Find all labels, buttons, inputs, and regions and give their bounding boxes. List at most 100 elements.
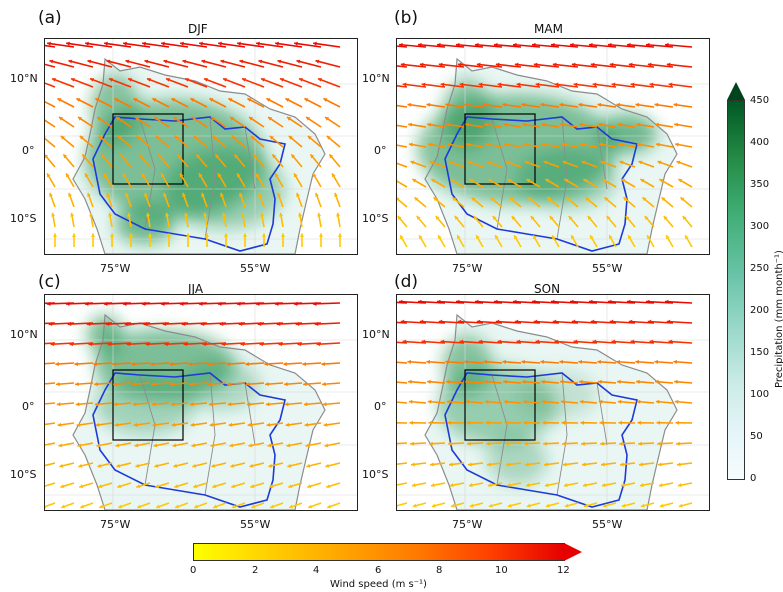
wind-vector-head — [468, 483, 473, 488]
wind-vector-head — [469, 503, 474, 508]
wind-vector-head — [104, 41, 108, 46]
wind-vector-head — [543, 441, 547, 446]
wind-vector — [611, 340, 636, 344]
wind-vector-head — [171, 422, 176, 427]
wind-vector-head — [579, 122, 584, 127]
wind-vector-head — [409, 420, 413, 425]
wind-vector-head — [533, 235, 537, 240]
wind-vector-head — [431, 179, 436, 183]
wind-vector — [397, 341, 408, 344]
wind-vector-head — [113, 382, 117, 387]
wind-vector-head — [90, 77, 94, 82]
wind-vector-head — [579, 379, 583, 384]
wind-vector-head — [256, 173, 260, 178]
wind-vector — [240, 342, 265, 346]
wind-vector — [45, 402, 56, 405]
wind-vector-head — [266, 422, 271, 427]
wind-vector-head — [47, 173, 51, 178]
wind-vector-head — [120, 154, 125, 159]
wind-vector — [222, 77, 246, 88]
wind-vector-head — [606, 216, 611, 220]
wind-tick-12: 12 — [557, 565, 570, 576]
wind-vector — [45, 442, 56, 446]
wind-vector-head — [635, 359, 639, 364]
panel-d-map — [396, 294, 710, 511]
wind-vector-head — [272, 154, 277, 159]
wind-vector — [397, 442, 408, 445]
wind-vector-head — [146, 212, 151, 217]
wind-vector — [397, 144, 408, 148]
wind-vector-head — [505, 160, 510, 165]
wind-vector-head — [511, 216, 516, 220]
wind-vector-head — [226, 361, 230, 367]
wind-vector — [294, 42, 322, 48]
wind-vector-head — [229, 443, 234, 448]
wind-vector-head — [60, 135, 65, 140]
wind-vector-head — [277, 192, 281, 197]
wind-tick-2: 2 — [252, 565, 259, 576]
wind-vector-head — [246, 402, 251, 407]
wind-vector-head — [218, 41, 222, 46]
wind-vector-head — [657, 160, 662, 165]
wind-vector-head — [326, 135, 331, 140]
wind-vector-head — [105, 321, 110, 327]
wind-vector-head — [469, 179, 474, 183]
wind-vector — [165, 77, 189, 88]
wind-vector-head — [598, 122, 603, 127]
wind-vector-head — [504, 142, 508, 147]
wind-vector-head — [474, 299, 479, 304]
wind-vector-head — [98, 135, 103, 140]
wind-vector-head — [583, 503, 588, 508]
wind-vector-head — [332, 173, 336, 178]
wind-vector-head — [106, 59, 111, 64]
wind-vector-head — [468, 462, 472, 467]
wind-vector-head — [419, 62, 424, 67]
wind-vector — [440, 83, 465, 88]
wind-vector-head — [581, 160, 586, 165]
wind-vector-head — [261, 77, 265, 82]
wind-vector-head — [551, 42, 555, 47]
wind-vector-head — [286, 443, 291, 448]
wind-vector — [592, 83, 617, 88]
wind-vector-head — [559, 359, 563, 364]
wind-vector — [457, 63, 484, 68]
wind-vector-head — [590, 62, 595, 67]
wind-vector-head — [153, 443, 158, 448]
wind-vector — [315, 59, 341, 68]
wind-vector-head — [307, 135, 312, 140]
wind-vector-head — [647, 235, 651, 240]
wind-vector-head — [504, 420, 508, 425]
wind-vector-head — [184, 212, 189, 217]
wind-vector — [459, 340, 484, 344]
wind-vector-head — [459, 339, 464, 344]
wind-vector-head — [640, 179, 645, 183]
wind-vector-head — [90, 233, 96, 237]
panel-a-lat-tick-0: 0° — [22, 144, 35, 157]
wind-vector-head — [563, 483, 568, 488]
wind-vector-head — [265, 402, 270, 407]
wind-vector-head — [592, 82, 597, 87]
wind-vector-head — [74, 361, 78, 367]
wind-vector-head — [79, 135, 84, 140]
wind-vector-head — [635, 102, 640, 107]
wind-vector-head — [562, 160, 567, 165]
map-svg — [397, 39, 709, 254]
wind-vector-head — [250, 484, 255, 489]
wind-vector-head — [303, 382, 307, 387]
wind-vector-head — [274, 301, 279, 306]
wind-vector-head — [545, 503, 550, 508]
precip-tick-300: 300 — [750, 221, 770, 232]
wind-vector-head — [647, 62, 652, 67]
wind-vector — [609, 63, 636, 68]
wind-vector-head — [283, 361, 287, 367]
wind-vector — [88, 342, 113, 346]
wind-vector-head — [588, 299, 593, 304]
coastline — [424, 313, 678, 510]
wind-vector-head — [230, 117, 235, 121]
wind-vector-head — [397, 216, 402, 220]
wind-vector — [68, 59, 94, 68]
wind-vector-head — [312, 301, 317, 306]
wind-vector-head — [646, 42, 650, 47]
wind-vector-head — [201, 59, 206, 64]
wind-vector — [668, 83, 693, 88]
